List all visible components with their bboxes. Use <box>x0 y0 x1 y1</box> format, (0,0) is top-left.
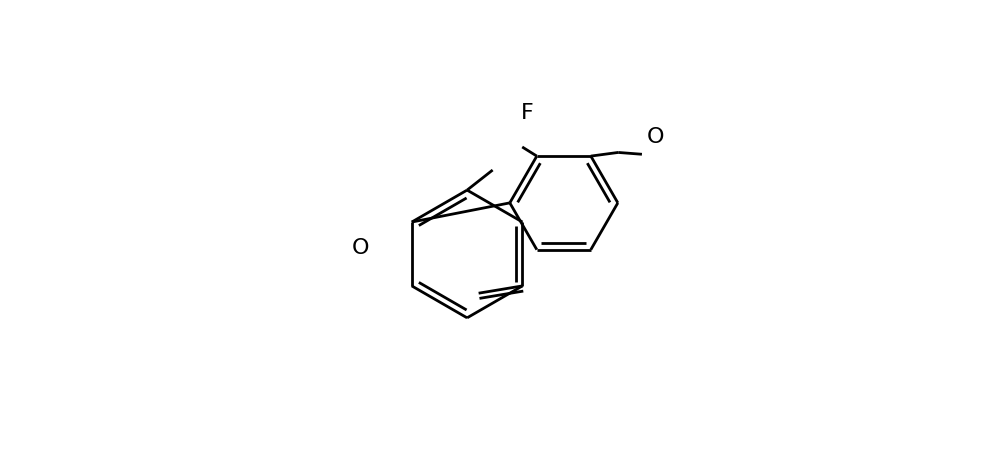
Text: O: O <box>351 238 369 258</box>
Text: O: O <box>646 127 664 147</box>
Text: F: F <box>521 103 534 123</box>
